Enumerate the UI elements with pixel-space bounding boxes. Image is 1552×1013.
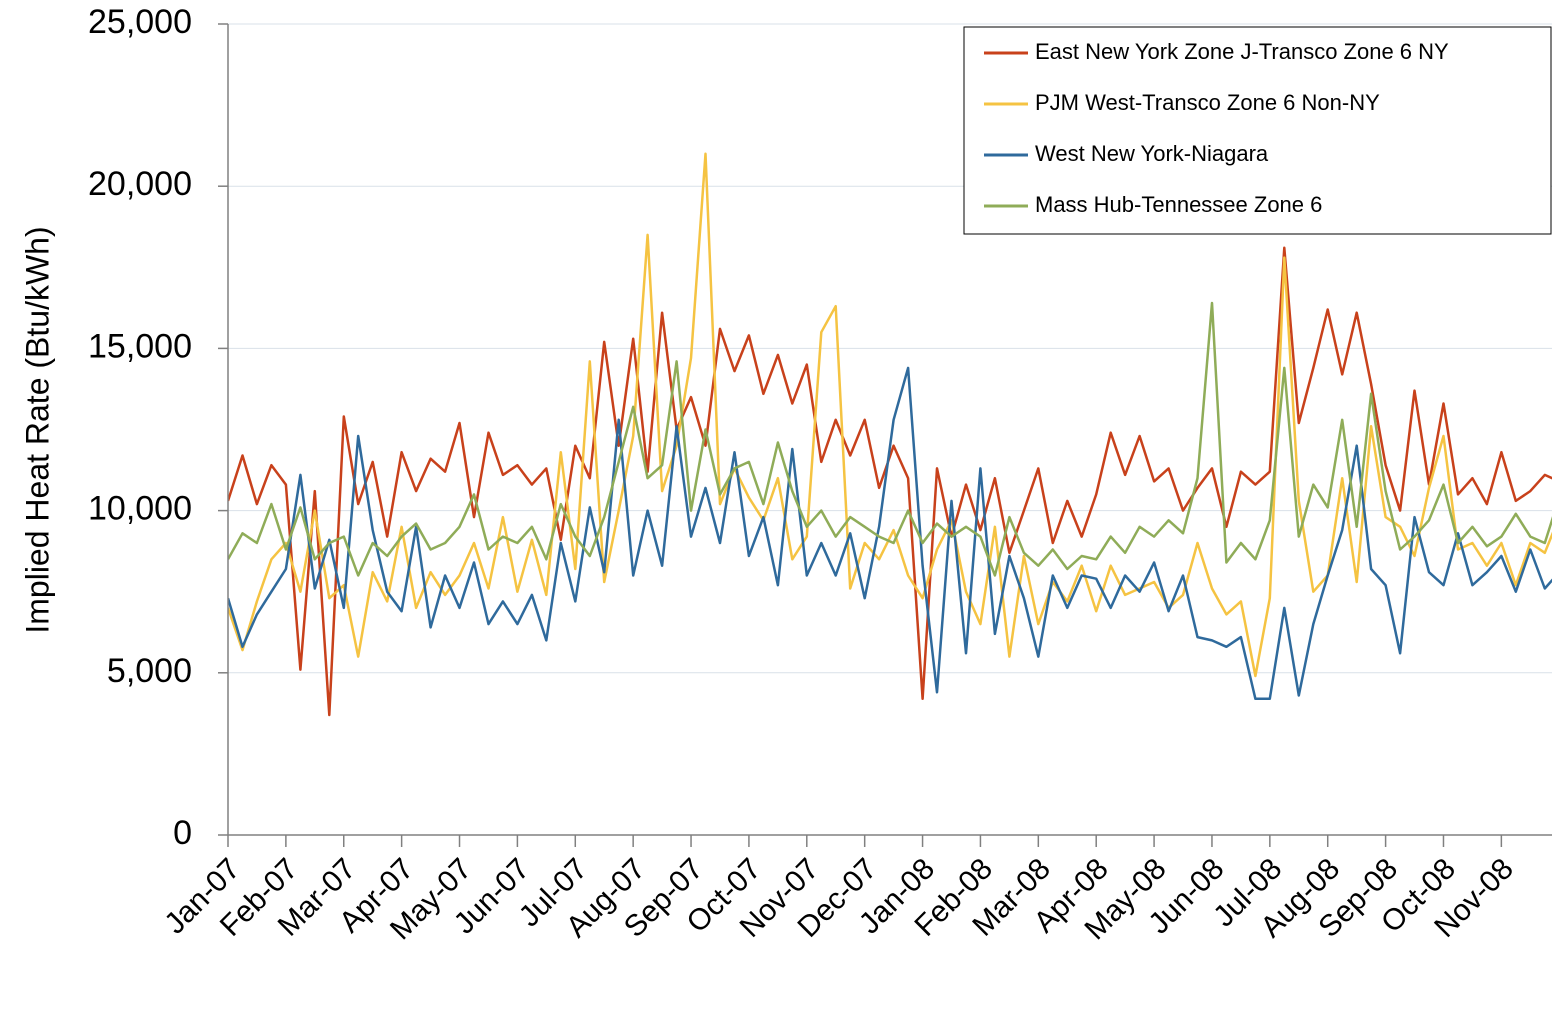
y-tick-label: 5,000: [107, 652, 192, 690]
legend-label: PJM West-Transco Zone 6 Non-NY: [1035, 90, 1380, 115]
y-axis-title: Implied Heat Rate (Btu/kWh): [19, 226, 55, 633]
series-line: [228, 301, 1552, 577]
y-tick-label: 25,000: [88, 3, 192, 41]
legend-entries: East New York Zone J-Transco Zone 6 NY PJ…: [984, 39, 1449, 217]
y-tick-label: 20,000: [88, 165, 192, 203]
legend-label: Mass Hub-Tennessee Zone 6: [1035, 192, 1322, 217]
y-tick-label: 0: [173, 814, 192, 852]
series-line: [228, 246, 1552, 717]
legend-label: East New York Zone J-Transco Zone 6 NY: [1035, 39, 1449, 64]
plot-area: [228, 152, 1552, 717]
legend-label: West New York-Niagara: [1035, 141, 1269, 166]
series-line: [228, 366, 1552, 701]
y-tick-label: 15,000: [88, 327, 192, 365]
legend: [963, 26, 1552, 235]
series-line: [228, 152, 1552, 678]
y-tick-label: 10,000: [88, 490, 192, 528]
